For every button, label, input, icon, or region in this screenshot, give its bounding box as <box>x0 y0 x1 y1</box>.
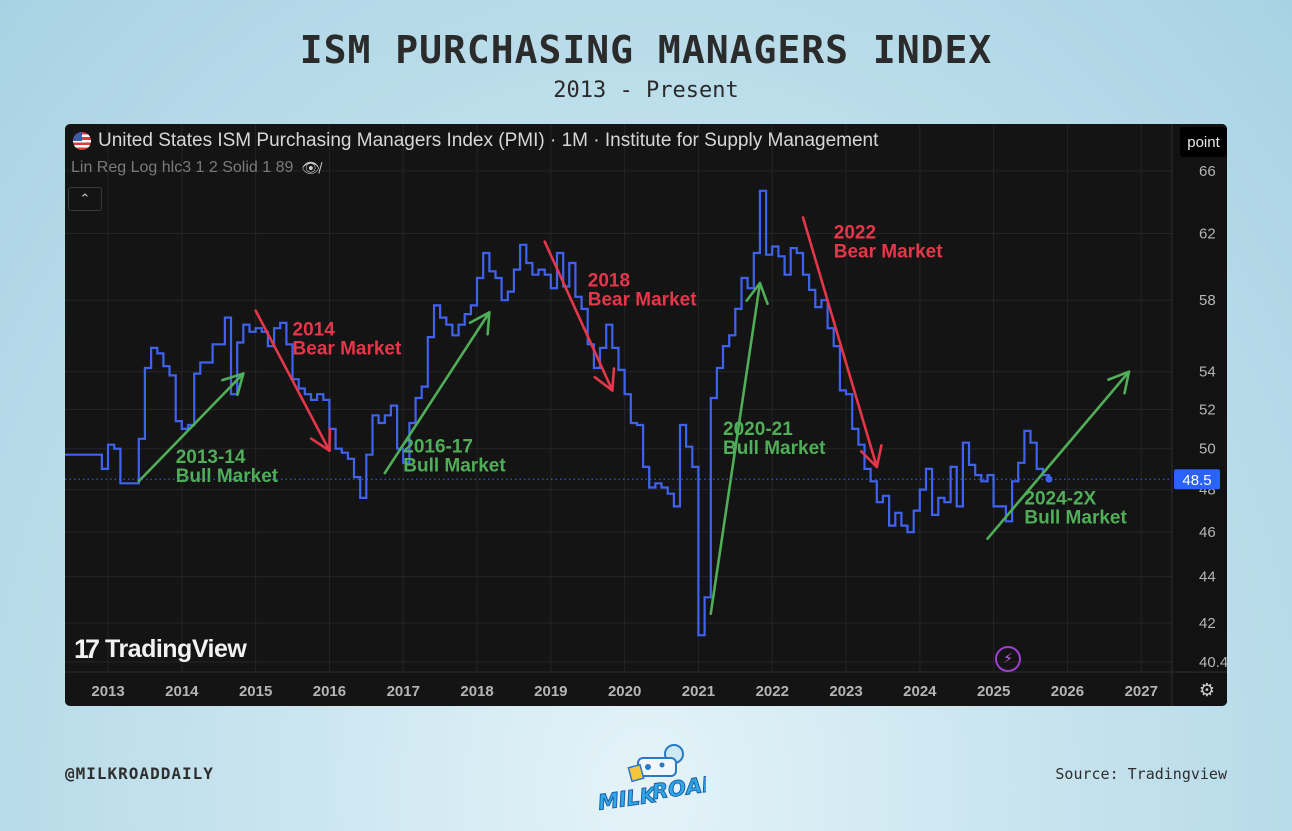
y-tick-label: 62 <box>1199 225 1216 242</box>
bull-arrow-head <box>1107 370 1131 381</box>
bear-label: 2022 <box>834 222 876 243</box>
bull-arrow-head <box>758 281 769 306</box>
x-tick-label: 2027 <box>1125 683 1158 700</box>
bear-label: Bear Market <box>834 241 943 262</box>
settings-gear-icon[interactable]: ⚙︎ <box>1198 680 1215 701</box>
bear-arrow <box>254 309 331 453</box>
handle: @MILKROADDAILY <box>65 764 214 783</box>
bull-arrow-head <box>1123 370 1131 395</box>
bear-label: Bear Market <box>293 338 402 359</box>
eye-off-icon[interactable]: 👁︎̸ <box>301 160 321 177</box>
brand-milk: MILK <box>596 783 659 815</box>
x-tick-label: 2020 <box>608 683 641 700</box>
series-title: United States ISM Purchasing Managers In… <box>98 130 879 151</box>
milk-road-logo: MILK ROAD <box>596 744 706 815</box>
x-tick-label: 2018 <box>460 683 493 700</box>
chart-panel[interactable]: 66 62 58 54 52 50 48 46 44 42 40.4 2013 2014 2015 201… <box>65 124 1227 706</box>
bear-arrow <box>801 216 879 469</box>
x-tick-label: 2014 <box>165 683 199 700</box>
chart-header: United States ISM Purchasing Managers In… <box>73 129 878 153</box>
y-tick-label: 40.4 <box>1199 654 1227 671</box>
bull-label: 2020-21 <box>723 419 793 440</box>
bull-arrow <box>137 372 245 483</box>
price-axis[interactable] <box>1172 124 1227 706</box>
y-tick-label: 50 <box>1199 441 1216 458</box>
chevron-up-icon[interactable]: ⌃ <box>68 187 102 211</box>
x-tick-label: 2015 <box>239 683 272 700</box>
source-note: Source: Tradingview <box>1055 765 1227 783</box>
y-tick-label: 58 <box>1199 292 1216 309</box>
tradingview-logo-icon: 17 <box>74 634 100 664</box>
bear-arrow-head <box>859 450 879 469</box>
bull-arrow <box>986 370 1131 541</box>
indicator-label: Lin Reg Log hlc3 1 2 Solid 1 89 <box>71 159 294 176</box>
x-tick-label: 2026 <box>1051 683 1084 700</box>
bear-label: 2014 <box>293 319 336 340</box>
bear-arrow-head <box>611 367 616 392</box>
y-tick-label: 66 <box>1199 163 1216 180</box>
indicator-row[interactable]: Lin Reg Log hlc3 1 2 Solid 1 89 👁︎̸ <box>71 159 320 177</box>
bull-label: 2013-14 <box>176 447 246 468</box>
x-tick-label: 2016 <box>313 683 346 700</box>
page-subtitle: 2013 - Present <box>553 78 739 103</box>
bull-label: Bull Market <box>403 456 506 477</box>
bull-label: 2024-2X <box>1024 488 1096 509</box>
bull-arrow-head <box>236 372 245 397</box>
y-tick-label: 52 <box>1199 401 1216 418</box>
last-value-tag <box>1174 469 1220 490</box>
x-tick-label: 2024 <box>903 683 937 700</box>
tradingview-watermark: 17 TradingView <box>74 634 247 665</box>
y-tick-label: 42 <box>1199 615 1216 632</box>
bear-arrow-head <box>309 437 331 453</box>
bull-arrow-head <box>745 281 762 302</box>
tradingview-text: TradingView <box>105 635 247 663</box>
x-tick-label: 2025 <box>977 683 1010 700</box>
x-tick-label: 2017 <box>387 683 420 700</box>
x-tick-label: 2019 <box>534 683 567 700</box>
bull-arrow-head <box>221 372 245 382</box>
bear-label: 2018 <box>588 271 630 292</box>
lightning-icon[interactable]: ⚡︎ <box>995 646 1021 672</box>
bear-arrow <box>543 240 614 392</box>
bull-label: Bull Market <box>1024 507 1127 528</box>
bull-label: Bull Market <box>176 466 279 487</box>
point-mode-button[interactable]: point <box>1180 127 1227 157</box>
bear-arrow-head <box>593 375 614 392</box>
bull-arrow-head <box>486 311 491 336</box>
x-tick-label: 2013 <box>91 683 124 700</box>
last-value-label: 48.5 <box>1182 472 1211 489</box>
bull-arrow-head <box>468 311 491 325</box>
page-title: ISM PURCHASING MANAGERS INDEX <box>299 28 993 72</box>
bear-label: Bear Market <box>588 290 697 311</box>
x-tick-label: 2023 <box>829 683 862 700</box>
bull-arrow <box>383 311 491 475</box>
y-tick-label: 44 <box>1199 569 1216 586</box>
us-flag-icon <box>73 132 91 150</box>
y-tick-label: 46 <box>1199 524 1216 541</box>
y-tick-label: 54 <box>1199 364 1216 381</box>
bull-arrow <box>709 281 762 615</box>
bear-arrow-head <box>875 444 883 469</box>
bull-label: Bull Market <box>723 438 826 459</box>
x-tick-label: 2021 <box>682 683 715 700</box>
last-point-marker <box>1045 475 1053 483</box>
x-tick-label: 2022 <box>756 683 789 700</box>
bull-label: 2016-17 <box>403 437 473 458</box>
